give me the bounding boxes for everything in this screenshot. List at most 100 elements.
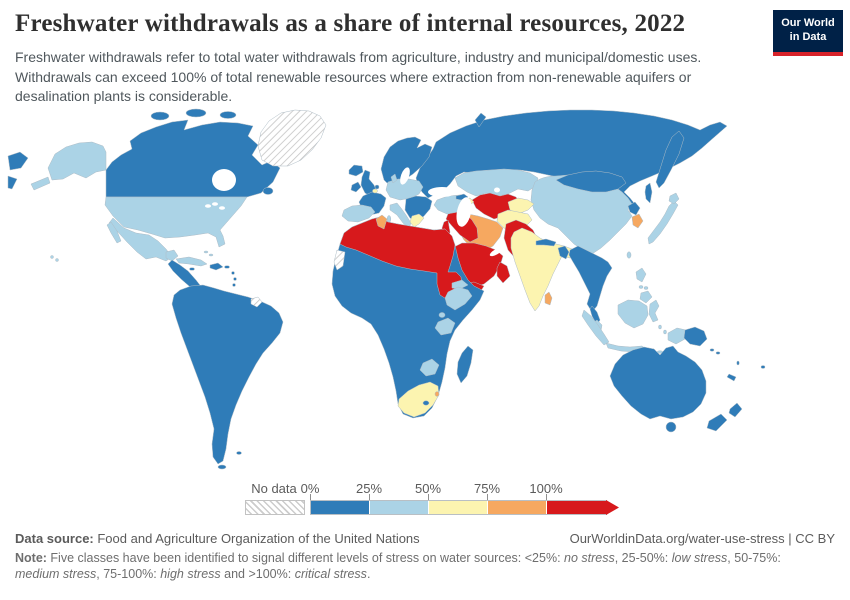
region-russia-wrap-west2[interactable] (7, 175, 18, 190)
data-source-line: Data source: Food and Agriculture Organi… (15, 531, 420, 546)
region-spain-portugal[interactable] (341, 204, 376, 223)
owid-url-link[interactable]: OurWorldinData.org/water-use-stress (569, 531, 785, 546)
region-philippines-mindanao[interactable] (639, 290, 653, 304)
region-borneo[interactable] (617, 299, 649, 329)
region-lesser-antilles-2[interactable] (233, 277, 237, 281)
region-belgium[interactable] (372, 188, 378, 194)
region-tunisia[interactable] (375, 214, 388, 230)
region-iceland[interactable] (348, 164, 364, 177)
legend-bin-25-50[interactable] (370, 501, 429, 514)
region-italy[interactable] (389, 202, 412, 229)
region-novaya-zemlya[interactable] (474, 112, 487, 128)
legend-tickmark (487, 494, 488, 500)
region-canada[interactable] (105, 119, 281, 198)
region-philippines-visayas1[interactable] (638, 285, 644, 289)
region-alaska[interactable] (47, 141, 107, 181)
region-papua-new-guinea[interactable] (683, 326, 708, 347)
owid-logo[interactable]: Our World in Data (773, 10, 843, 56)
region-falklands[interactable] (236, 451, 242, 455)
legend-tick-50: 50% (414, 481, 442, 496)
region-puerto-rico[interactable] (224, 265, 230, 269)
region-australia[interactable] (609, 345, 707, 420)
region-zimbabwe[interactable] (419, 358, 440, 377)
region-tierra-del-fuego[interactable] (217, 464, 227, 470)
region-mongolia[interactable] (555, 170, 627, 193)
region-arctic-island-2[interactable] (185, 108, 207, 118)
region-balkans[interactable] (404, 195, 433, 223)
region-greece[interactable] (409, 213, 425, 228)
region-ireland[interactable] (350, 181, 362, 193)
region-newfoundland[interactable] (262, 187, 274, 195)
region-hispaniola[interactable] (209, 262, 224, 271)
region-eritrea[interactable] (451, 279, 469, 290)
region-hawaii-2[interactable] (55, 258, 59, 262)
region-west-papua[interactable] (667, 327, 687, 345)
region-arctic-island-1[interactable] (150, 111, 170, 121)
region-yucatan[interactable] (165, 249, 179, 262)
region-new-zealand-south[interactable] (706, 413, 728, 432)
region-tanzania[interactable] (434, 317, 456, 336)
region-taiwan[interactable] (626, 251, 632, 259)
region-lesser-antilles-3[interactable] (232, 283, 236, 287)
region-sardinia[interactable] (386, 215, 392, 223)
region-mexico[interactable] (108, 217, 173, 262)
note-text: Note: Five classes have been identified … (15, 551, 781, 582)
region-japan-hokkaido[interactable] (668, 192, 680, 205)
legend-tickmark (546, 494, 547, 500)
region-kazakhstan[interactable] (454, 168, 539, 197)
legend-bin-75-100[interactable] (488, 501, 547, 514)
region-greenland[interactable] (257, 109, 327, 167)
region-new-caledonia[interactable] (726, 373, 737, 382)
region-fiji[interactable] (760, 365, 766, 369)
region-japan-honshu[interactable] (647, 200, 679, 245)
region-madagascar[interactable] (456, 345, 474, 384)
region-russia-sakhalin[interactable] (644, 182, 653, 204)
region-south-america[interactable] (171, 284, 284, 465)
region-mainland-southeast-asia[interactable] (568, 245, 613, 313)
region-hawaii-1[interactable] (50, 255, 54, 259)
region-jamaica[interactable] (189, 267, 195, 271)
region-maluku-2[interactable] (663, 329, 667, 335)
region-russia-kamchatka[interactable] (655, 130, 685, 189)
region-philippines-visayas2[interactable] (643, 286, 649, 290)
region-netherlands[interactable] (374, 184, 380, 190)
region-ethiopia[interactable] (444, 286, 473, 311)
region-french-guiana[interactable] (250, 296, 263, 308)
region-china[interactable] (530, 174, 633, 255)
region-lesotho[interactable] (422, 400, 430, 406)
region-south-korea[interactable] (631, 213, 644, 229)
region-nepal[interactable] (535, 238, 557, 247)
legend-bin-0-25[interactable] (311, 501, 370, 514)
legend-bin-50-75[interactable] (429, 501, 488, 514)
region-oman[interactable] (496, 261, 511, 284)
region-baja[interactable] (106, 221, 122, 244)
region-lesser-antilles-1[interactable] (231, 271, 235, 275)
region-western-sahara[interactable] (333, 249, 346, 271)
region-cuba[interactable] (175, 256, 208, 267)
page-title: Freshwater withdrawals as a share of int… (15, 10, 686, 37)
region-philippines-luzon[interactable] (635, 267, 647, 283)
region-bahamas-1[interactable] (203, 250, 209, 254)
region-usa[interactable] (104, 196, 248, 248)
region-south-africa[interactable] (397, 381, 440, 418)
region-russia-wrap-west[interactable] (7, 151, 29, 171)
region-bahamas-2[interactable] (208, 253, 214, 257)
region-alaska-tail[interactable] (30, 176, 51, 191)
region-sulawesi[interactable] (648, 299, 660, 323)
region-denmark[interactable] (390, 173, 398, 184)
region-uganda[interactable] (438, 312, 446, 318)
legend-no-data-swatch[interactable] (245, 500, 305, 515)
region-new-zealand-north[interactable] (728, 402, 743, 418)
region-maluku-1[interactable] (658, 324, 662, 330)
region-solomon-1[interactable] (709, 348, 715, 352)
region-arctic-island-3[interactable] (219, 111, 237, 119)
region-solomon-2[interactable] (715, 351, 721, 355)
legend-bin-over-100[interactable] (547, 501, 606, 514)
region-bangladesh[interactable] (557, 245, 570, 260)
region-sri-lanka[interactable] (544, 291, 553, 306)
region-tasmania[interactable] (665, 421, 677, 433)
region-vanuatu[interactable] (736, 360, 740, 366)
region-eswatini[interactable] (434, 391, 440, 397)
region-north-korea[interactable] (627, 201, 641, 216)
